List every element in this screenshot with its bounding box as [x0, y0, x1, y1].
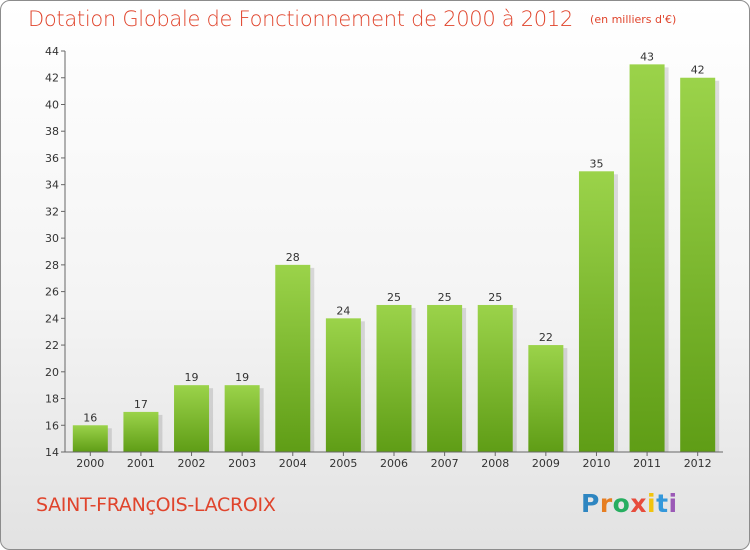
bar-2007: [427, 304, 463, 452]
bar-2003: [224, 385, 260, 452]
data-label-2000: 16: [83, 411, 97, 424]
y-tick-label-34: 34: [45, 179, 59, 192]
bar-2010: [578, 171, 614, 453]
chart-title: Dotation Globale de Fonctionnement de 20…: [28, 7, 573, 31]
data-label-2006: 25: [387, 291, 401, 304]
data-label-2001: 17: [134, 398, 148, 411]
data-label-2009: 22: [539, 331, 553, 344]
y-tick-label-32: 32: [45, 205, 59, 218]
bar-2006: [376, 304, 412, 452]
x-tick-label-2010: 2010: [582, 457, 610, 470]
x-tick-label-2003: 2003: [228, 457, 256, 470]
bar-2004: [275, 264, 311, 452]
data-label-2002: 19: [185, 371, 199, 384]
bar-2009: [528, 345, 564, 452]
chart-title-block: Dotation Globale de Fonctionnement de 20…: [28, 7, 676, 31]
chart-subtitle: (en milliers d'€): [590, 13, 677, 26]
logo-letter: P: [581, 489, 600, 518]
x-tick-label-2008: 2008: [481, 457, 509, 470]
y-tick-label-30: 30: [45, 232, 59, 245]
y-tick-label-14: 14: [45, 446, 59, 459]
x-tick-label-2007: 2007: [431, 457, 459, 470]
data-label-2011: 43: [640, 50, 654, 63]
y-tick-label-44: 44: [45, 45, 59, 58]
data-label-2005: 24: [336, 304, 350, 317]
bar-2001: [123, 411, 159, 452]
data-label-2008: 25: [488, 291, 502, 304]
x-tick-label-2006: 2006: [380, 457, 408, 470]
x-tick-label-2000: 2000: [76, 457, 104, 470]
y-tick-label-28: 28: [45, 259, 59, 272]
y-tick-label-16: 16: [45, 419, 59, 432]
x-tick-label-2002: 2002: [178, 457, 206, 470]
data-label-2007: 25: [438, 291, 452, 304]
logo-letter: x: [630, 489, 647, 518]
x-tick-label-2011: 2011: [633, 457, 661, 470]
bar-2008: [477, 304, 513, 452]
y-tick-label-26: 26: [45, 286, 59, 299]
data-label-2012: 42: [691, 64, 705, 77]
y-tick-label-42: 42: [45, 72, 59, 85]
commune-name: SAINT-FRANçOIS-LACROIX: [36, 494, 276, 516]
x-tick-label-2009: 2009: [532, 457, 560, 470]
bar-2002: [174, 385, 210, 452]
bar-2012: [680, 77, 716, 452]
bar-2005: [325, 318, 361, 452]
logo-letter: i: [647, 489, 657, 518]
data-label-2004: 28: [286, 251, 300, 264]
logo-letter: t: [656, 489, 669, 518]
x-tick-label-2012: 2012: [684, 457, 712, 470]
logo-letter: i: [668, 489, 678, 518]
y-tick-label-20: 20: [45, 366, 59, 379]
x-tick-label-2001: 2001: [127, 457, 155, 470]
y-tick-label-38: 38: [45, 125, 59, 138]
y-tick-label-40: 40: [45, 98, 59, 111]
y-tick-label-18: 18: [45, 393, 59, 406]
y-tick-label-22: 22: [45, 339, 59, 352]
data-label-2010: 35: [589, 157, 603, 170]
bar-2000: [72, 425, 108, 452]
y-tick-label-24: 24: [45, 312, 59, 325]
logo-letter: r: [599, 489, 613, 518]
data-label-2003: 19: [235, 371, 249, 384]
bar-2011: [629, 64, 665, 452]
proxiti-logo: Proxiti: [581, 489, 678, 518]
x-tick-label-2005: 2005: [329, 457, 357, 470]
x-tick-label-2004: 2004: [279, 457, 307, 470]
logo-letter: o: [612, 489, 631, 518]
y-tick-label-36: 36: [45, 152, 59, 165]
